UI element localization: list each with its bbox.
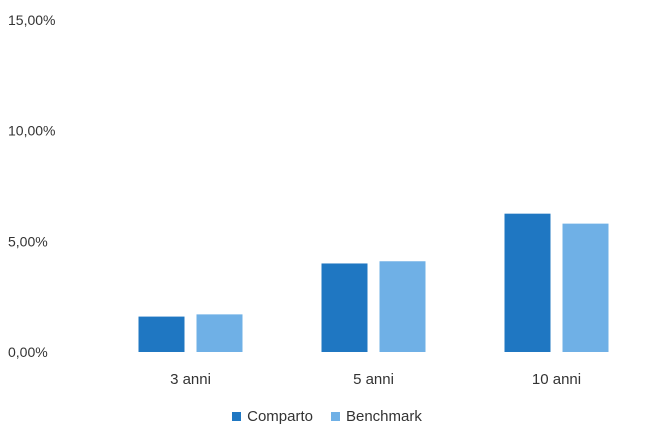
y-tick-label: 5,00% (8, 233, 48, 249)
bar-comparto-0 (138, 316, 185, 352)
y-tick-label: 10,00% (8, 123, 55, 139)
bar-benchmark-2 (562, 223, 609, 352)
legend-swatch-comparto (232, 412, 242, 421)
y-tick-label: 0,00% (8, 344, 48, 360)
legend-label-benchmark: Benchmark (345, 408, 422, 425)
x-category-label: 3 anni (170, 371, 211, 388)
legend-label-comparto: Comparto (247, 408, 313, 425)
legend-item-benchmark: Benchmark (330, 408, 422, 425)
bar-benchmark-1 (379, 261, 426, 352)
bar-comparto-2 (504, 213, 551, 352)
y-tick-label: 15,00% (8, 12, 55, 28)
legend: Comparto Benchmark (0, 408, 654, 425)
legend-swatch-benchmark (330, 412, 340, 421)
x-category-label: 5 anni (353, 371, 394, 388)
bar-comparto-1 (321, 263, 368, 352)
bar-benchmark-0 (196, 314, 243, 352)
x-category-label: 10 anni (532, 371, 581, 388)
legend-item-comparto: Comparto (232, 408, 313, 425)
